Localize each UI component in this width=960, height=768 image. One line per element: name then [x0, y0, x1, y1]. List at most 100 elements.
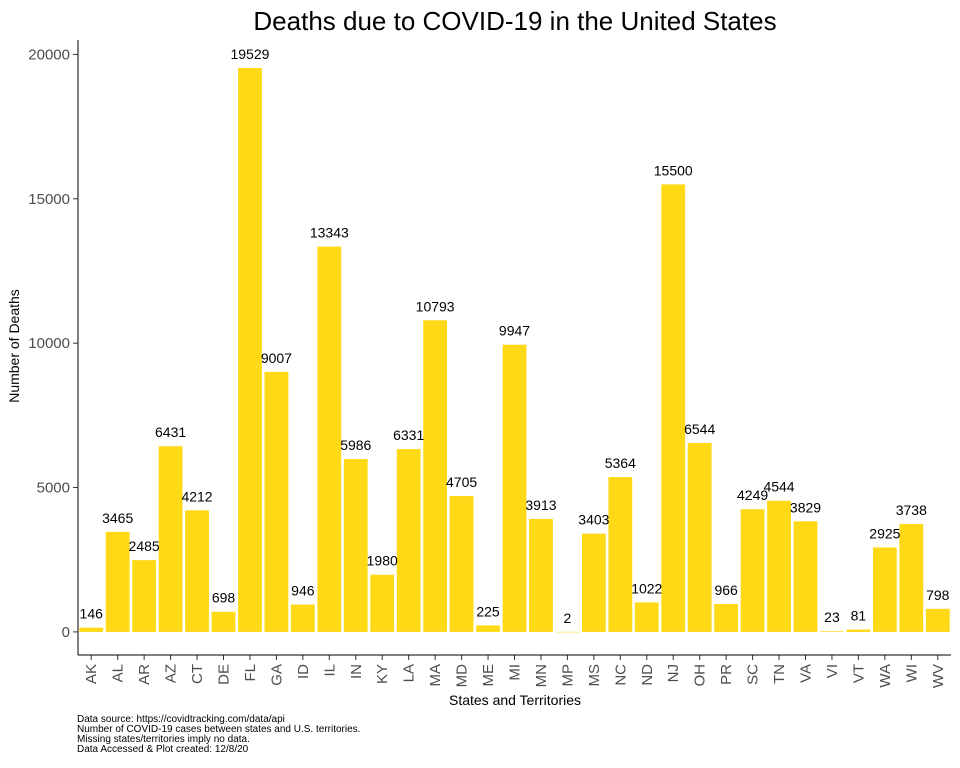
- x-tick-label: MA: [427, 664, 444, 687]
- x-tick-label: GA: [268, 664, 285, 686]
- bar-nd: [634, 602, 659, 632]
- bar-wi: [899, 523, 924, 632]
- x-tick-label: MS: [586, 664, 603, 687]
- bar-la: [396, 449, 421, 632]
- data-label-wa: 2925: [869, 525, 900, 541]
- data-labels-group: 146 3465 2485 6431 4212 698 19529 9007 946 13343 5…: [80, 46, 950, 626]
- y-axis-title: Number of Deaths: [6, 289, 22, 403]
- bar-nc: [608, 477, 633, 632]
- bar-mp: [555, 631, 580, 633]
- bar-ms: [581, 533, 606, 632]
- bar-mn: [529, 518, 553, 632]
- bars-group: [79, 68, 950, 633]
- x-tick-label: WV: [930, 664, 947, 688]
- y-tick-label: 10000: [28, 335, 70, 352]
- data-label-vi: 23: [824, 609, 840, 625]
- data-label-pr: 966: [714, 582, 738, 598]
- x-tick-label: MP: [559, 664, 576, 687]
- data-label-ct: 4212: [181, 488, 212, 504]
- bar-oh: [687, 442, 712, 632]
- x-tick-label: VT: [850, 664, 867, 683]
- bar-ma: [423, 320, 448, 632]
- caption-line: Data source: https://covidtracking.com/d…: [77, 714, 285, 725]
- x-tick-label: WI: [903, 664, 920, 682]
- data-label-vt: 81: [851, 608, 867, 624]
- data-label-ma: 10793: [416, 298, 455, 314]
- data-label-nc: 5364: [605, 455, 636, 471]
- data-label-mi: 9947: [499, 323, 530, 339]
- data-label-fl: 19529: [230, 46, 269, 62]
- x-tick-label: ND: [639, 664, 656, 686]
- caption-line: Data Accessed & Plot created: 12/8/20: [77, 744, 249, 755]
- data-label-la: 6331: [393, 427, 424, 443]
- data-label-ms: 3403: [578, 512, 609, 528]
- bar-sc: [740, 509, 765, 632]
- x-tick-label: KY: [374, 664, 391, 684]
- x-tick-label: SC: [745, 664, 762, 685]
- x-tick-label: TN: [771, 664, 788, 684]
- data-label-ga: 9007: [261, 350, 292, 366]
- data-label-nj: 15500: [654, 162, 693, 178]
- data-label-al: 3465: [102, 510, 133, 526]
- data-label-mn: 3913: [525, 497, 556, 513]
- x-tick-label: CT: [189, 664, 206, 684]
- y-tick-label: 15000: [28, 191, 70, 208]
- bar-al: [105, 531, 130, 632]
- data-label-ar: 2485: [129, 538, 160, 554]
- y-tick-label: 5000: [37, 480, 70, 497]
- data-label-tn: 4544: [763, 479, 794, 495]
- x-tick-label: ID: [295, 664, 312, 679]
- data-label-wv: 798: [926, 587, 950, 603]
- bar-ky: [370, 574, 395, 632]
- x-tick-label: MI: [507, 664, 524, 681]
- x-tick-label: MN: [533, 664, 550, 687]
- bar-id: [290, 604, 315, 632]
- x-tick-label: AK: [83, 664, 100, 684]
- bar-fl: [238, 68, 262, 632]
- data-label-me: 225: [476, 603, 500, 619]
- x-tick-label: MD: [454, 664, 471, 687]
- x-axis: AK AL AR AZ CT DE FL GA ID IL IN KY LA MA MD ME MI MN MP MS…: [78, 654, 951, 688]
- data-label-sc: 4249: [737, 487, 768, 503]
- data-label-il: 13343: [310, 225, 349, 241]
- data-label-az: 6431: [155, 424, 186, 440]
- x-tick-label: PR: [718, 664, 735, 685]
- bar-wv: [925, 608, 950, 632]
- x-tick-label: AL: [110, 664, 127, 682]
- data-label-in: 5986: [340, 437, 371, 453]
- x-tick-label: NJ: [665, 664, 682, 682]
- x-tick-label: FL: [242, 664, 259, 682]
- bar-ga: [264, 371, 289, 632]
- chart-title: Deaths due to COVID-19 in the United Sta…: [253, 6, 776, 36]
- bar-mi: [502, 344, 527, 632]
- x-tick-label: IN: [348, 664, 365, 679]
- data-label-id: 946: [291, 583, 315, 599]
- data-label-va: 3829: [790, 499, 821, 515]
- bar-az: [158, 446, 183, 632]
- bar-ct: [185, 510, 209, 632]
- x-axis-title: States and Territories: [449, 692, 581, 708]
- bar-md: [449, 496, 474, 632]
- bar-in: [343, 459, 368, 632]
- data-label-ak: 146: [80, 606, 104, 622]
- x-tick-label: ME: [480, 664, 497, 687]
- data-label-nd: 1022: [631, 580, 662, 596]
- x-tick-label: VA: [798, 664, 815, 683]
- data-label-wi: 3738: [896, 502, 927, 518]
- bar-ar: [132, 560, 157, 632]
- data-label-ky: 1980: [367, 553, 398, 569]
- bar-va: [793, 521, 818, 632]
- x-tick-label: NC: [612, 664, 629, 686]
- bar-il: [317, 246, 342, 632]
- y-tick-label: 0: [62, 624, 70, 641]
- x-tick-label: OH: [692, 664, 709, 687]
- bar-me: [476, 625, 500, 632]
- x-tick-label: WA: [877, 664, 894, 688]
- y-tick-label: 20000: [28, 46, 70, 63]
- x-tick-label: IL: [321, 664, 338, 677]
- data-label-mp: 2: [564, 610, 572, 626]
- y-axis: 0 5000 10000 15000 20000: [28, 40, 79, 655]
- x-tick-label: AR: [136, 664, 153, 685]
- data-label-oh: 6544: [684, 421, 715, 437]
